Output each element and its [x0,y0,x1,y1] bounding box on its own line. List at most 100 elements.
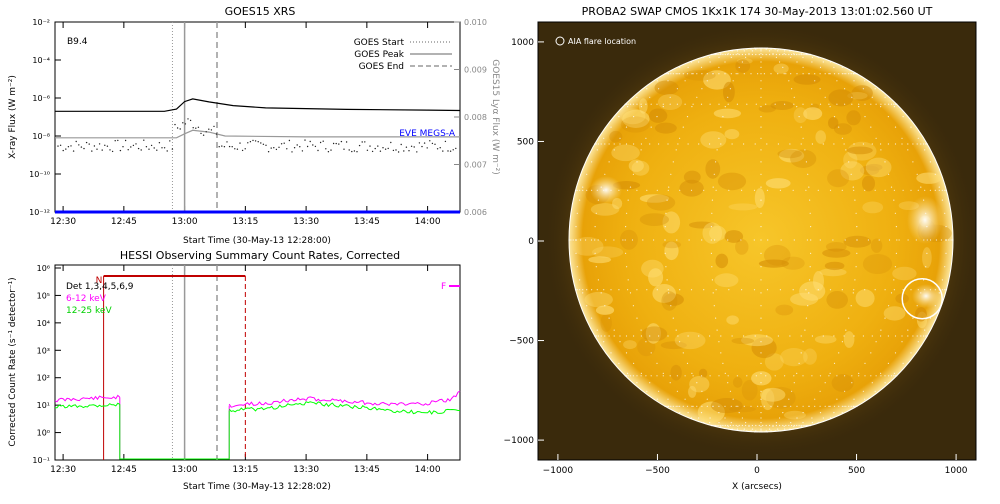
grid-latitude-dot [687,335,689,337]
lyman-alpha-point [431,142,434,145]
grid-latitude-dot [596,289,598,291]
disk-texture-blob [732,376,743,388]
hessi-series-line-1-pre [54,402,121,409]
grid-longitude-dot [724,106,726,108]
grid-longitude-dot [810,239,812,241]
disk-texture-blob [622,109,650,128]
grid-longitude-dot [916,305,918,307]
grid-longitude-dot [880,329,882,331]
grid-latitude-dot [738,53,740,56]
lyman-alpha-point [150,144,153,147]
grid-latitude-dot [608,335,610,337]
lyman-alpha-point [327,151,330,153]
grid-longitude-dot [619,341,621,343]
disk-texture-blob [683,170,701,184]
grid-latitude-dot [667,289,669,291]
grid-longitude-dot [884,161,886,163]
grid-longitude-dot [712,186,714,188]
grid-longitude-dot [760,362,762,364]
grid-latitude-dot [916,143,918,145]
grid-longitude-dot [917,341,919,343]
grid-longitude-dot [791,88,793,90]
lyman-alpha-point [452,149,454,151]
grid-longitude-dot [772,53,774,55]
lyman-alpha-point [434,143,436,145]
grid-latitude-dot [613,143,615,145]
grid-longitude-dot [810,252,812,254]
grid-latitude-dot [828,103,830,105]
grid-longitude-dot [788,398,790,400]
grid-longitude-dot [582,186,584,188]
grid-latitude-dot [656,289,658,291]
grid-latitude-dot [676,103,679,105]
swap-x-axis: −1000 −500 0 500 1000 [543,454,968,476]
grid-longitude-dot [769,428,771,430]
lyman-alpha-point [72,150,75,152]
goes-x-tick-label: 13:30 [293,217,319,227]
grid-latitude-dot [600,143,602,145]
lyman-alpha-point [369,145,371,147]
grid-longitude-dot [893,199,895,201]
grid-longitude-dot [850,173,852,175]
lyman-alpha-point [236,148,239,150]
grid-longitude-dot [793,53,795,55]
grid-longitude-dot [811,422,814,424]
grid-longitude-dot [809,199,811,201]
grid-longitude-dot [796,61,798,63]
grid-longitude-dot [760,106,762,108]
grid-longitude-dot [760,116,762,118]
hessi-x-tick-label: 14:00 [415,465,441,475]
grid-longitude-dot [871,382,873,384]
grid-latitude-dot [604,335,606,337]
grid-latitude-dot [672,405,674,407]
disk-texture-blob [828,89,854,107]
grid-latitude-dot [890,103,893,105]
grid-latitude-dot [862,335,865,337]
grid-longitude-dot [824,96,826,98]
disk-texture-blob [664,241,679,261]
lyman-alpha-point [59,144,62,146]
grid-latitude-dot [758,53,760,56]
grid-latitude-dot [753,289,756,291]
grid-latitude-dot [676,375,679,377]
hessi-y-tick-label: 10³ [37,346,50,355]
grid-latitude-dot [633,335,635,337]
grid-longitude-dot [782,412,784,414]
grid-latitude-dot [692,375,694,377]
disk-texture-blob [584,291,613,308]
aia-flare-location-circle [901,277,943,320]
grid-longitude-dot [658,390,660,392]
grid-longitude-dot [796,372,798,374]
lyman-alpha-point [148,148,150,150]
grid-longitude-dot [856,239,858,241]
grid-latitude-dot [893,189,896,191]
disk-texture-blob [628,159,644,172]
grid-latitude-dot [746,375,748,377]
lyman-alpha-point [158,142,161,144]
grid-latitude-dot [590,239,593,241]
grid-latitude-dot [850,405,852,407]
grid-latitude-dot [874,189,876,191]
lyman-alpha-point [176,127,179,129]
grid-longitude-dot [808,73,810,75]
grid-longitude-dot [810,226,812,228]
grid-latitude-dot [700,375,703,377]
grid-latitude-dot [941,289,944,291]
grid-longitude-dot [760,96,762,98]
grid-latitude-dot [684,103,686,105]
grid-latitude-dot [800,143,802,145]
grid-longitude-dot [677,73,679,75]
grid-latitude-dot [603,189,605,191]
grid-longitude-dot [848,317,850,319]
grid-longitude-dot [782,66,784,68]
grid-longitude-dot [902,362,904,364]
grid-latitude-dot [709,103,711,105]
grid-longitude-dot [626,266,628,268]
grid-latitude-dot [662,375,664,377]
grid-latitude-dot [731,335,733,337]
grid-latitude-dot [718,424,720,427]
grid-latitude-dot [682,405,684,407]
lyman-alpha-point [161,147,163,149]
lyman-alpha-point [387,147,389,150]
lyman-alpha-point [88,143,90,145]
